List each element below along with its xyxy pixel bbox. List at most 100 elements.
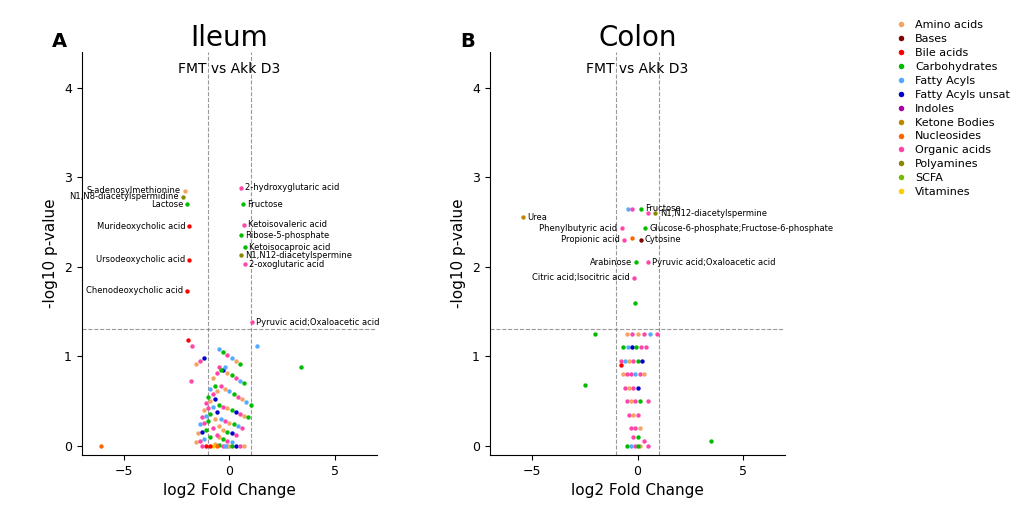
Point [235,221,252,229]
Point [204,390,220,398]
Point [194,413,210,421]
Point [625,433,641,441]
Point [627,298,643,307]
Point [244,318,260,326]
Point [625,410,641,419]
Point [611,361,628,370]
Point [614,343,631,352]
Point [198,442,214,450]
Point [615,236,632,244]
Point [179,200,196,208]
Point [227,442,244,450]
Point [631,397,647,405]
Point [631,424,647,432]
X-axis label: log2 Fold Change: log2 Fold Change [163,483,296,498]
Point [632,204,648,212]
Point [236,260,253,268]
Point [234,200,251,208]
Point [703,436,719,445]
Point [639,442,655,450]
Text: Glucose-6-phosphate;Fructose-6-phosphate: Glucose-6-phosphate;Fructose-6-phosphate [648,224,833,233]
Point [647,209,663,217]
Point [623,442,639,450]
Point [202,442,218,450]
Point [219,404,235,413]
Text: FMT vs Akk D3: FMT vs Akk D3 [586,62,688,76]
Point [623,234,639,242]
Point [621,410,637,419]
Text: Phenylbutyric acid: Phenylbutyric acid [539,224,616,233]
Point [627,370,643,378]
Point [249,342,265,350]
Point [202,433,218,441]
Point [225,390,242,398]
Text: B: B [460,32,475,51]
Point [211,441,227,449]
Point [623,370,639,378]
Point [187,359,204,368]
Point [621,384,637,392]
Point [196,435,212,443]
Point [639,258,655,266]
Point [217,442,233,450]
Point [233,424,250,432]
Text: Ursodeoxycholic acid: Ursodeoxycholic acid [96,255,185,264]
Point [209,369,225,377]
Point [631,370,647,378]
Point [629,433,645,441]
Text: Propionic acid: Propionic acid [560,235,619,245]
Point [93,442,109,450]
Point [238,398,255,406]
Text: Pyruvic acid;Oxaloacetic acid: Pyruvic acid;Oxaloacetic acid [651,258,775,267]
Point [626,273,642,282]
Point [221,419,237,427]
Point [174,193,191,201]
Point [232,231,249,239]
Point [190,429,206,437]
Y-axis label: -log10 p-value: -log10 p-value [451,199,466,308]
Point [639,397,655,405]
Point [629,410,645,419]
Point [232,251,249,259]
Text: Ribose-5-phosphate: Ribose-5-phosphate [245,231,329,240]
Text: Citric acid;Isocitric acid: Citric acid;Isocitric acid [532,273,630,282]
Text: Murideoxycholic acid: Murideoxycholic acid [97,222,185,231]
Point [627,424,643,432]
Point [181,255,198,264]
Point [621,357,637,365]
Point [194,442,210,450]
Point [629,384,645,392]
Point [624,204,640,212]
Point [616,384,633,392]
Point [219,351,235,359]
Point [179,287,196,295]
Point [243,401,259,409]
Point [635,436,651,445]
Point [587,330,603,338]
Point [217,385,233,393]
Point [213,366,229,374]
Point [614,370,631,378]
Point [635,330,651,338]
Text: A: A [52,32,67,51]
Point [223,406,239,414]
Text: 2-hydroxyglutaric acid: 2-hydroxyglutaric acid [245,184,339,192]
Point [192,420,208,429]
Text: Chenodeoxycholic acid: Chenodeoxycholic acid [86,286,182,296]
Point [211,433,227,441]
Point [235,379,252,387]
Point [180,336,197,344]
Point [629,357,645,365]
Point [616,357,633,365]
Point [232,184,249,192]
Point [636,224,652,232]
Point [215,442,231,450]
Point [221,387,237,396]
Text: Arabinose: Arabinose [590,258,632,267]
Point [632,343,648,352]
Point [206,415,222,423]
Text: Ketoisocaproic acid: Ketoisocaproic acid [250,242,330,252]
Point [187,438,204,447]
Point [611,357,628,365]
Point [183,376,200,385]
